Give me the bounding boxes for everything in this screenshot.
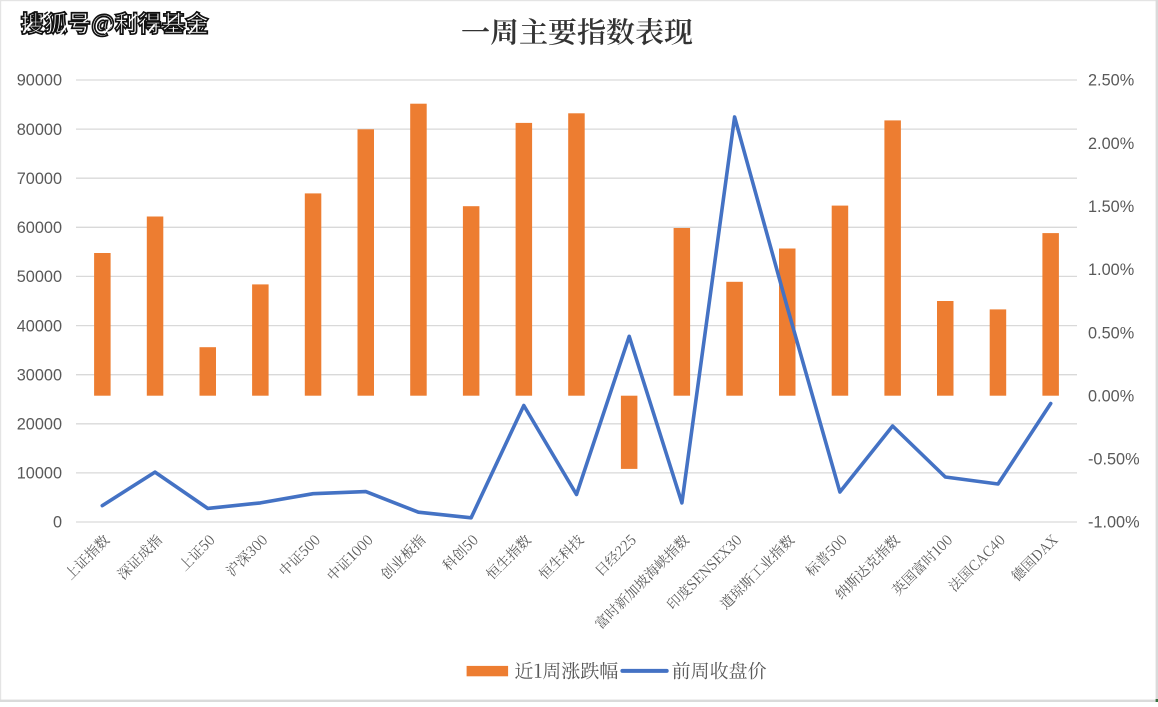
svg-text:10000: 10000	[17, 465, 62, 483]
svg-text:2.50%: 2.50%	[1088, 72, 1134, 90]
svg-text:50000: 50000	[17, 268, 62, 286]
svg-text:0.00%: 0.00%	[1088, 387, 1134, 405]
svg-text:20000: 20000	[17, 416, 62, 434]
svg-text:30000: 30000	[17, 366, 62, 384]
svg-text:0.50%: 0.50%	[1088, 324, 1134, 342]
svg-text:60000: 60000	[17, 219, 62, 237]
svg-text:1.50%: 1.50%	[1088, 198, 1134, 216]
svg-text:70000: 70000	[17, 170, 62, 188]
svg-text:1.00%: 1.00%	[1088, 261, 1134, 279]
svg-text:0: 0	[53, 514, 62, 532]
svg-text:-0.50%: -0.50%	[1088, 451, 1140, 469]
svg-text:90000: 90000	[17, 72, 62, 90]
svg-text:-1.00%: -1.00%	[1088, 514, 1140, 532]
svg-text:80000: 80000	[17, 121, 62, 139]
svg-text:2.00%: 2.00%	[1088, 135, 1134, 153]
svg-text:40000: 40000	[17, 317, 62, 335]
